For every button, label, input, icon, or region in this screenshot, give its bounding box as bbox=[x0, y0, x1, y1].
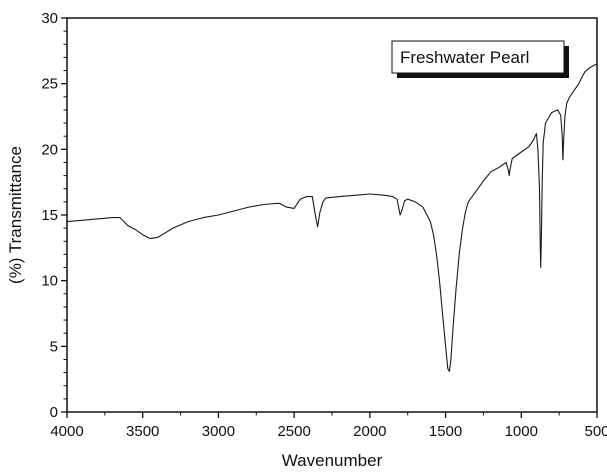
series-line bbox=[66, 63, 598, 372]
y-tick-label: 20 bbox=[41, 141, 58, 158]
y-tick-label: 5 bbox=[50, 338, 58, 355]
x-tick-label: 1500 bbox=[429, 423, 462, 440]
y-tick-label: 10 bbox=[41, 273, 58, 290]
y-tick-label: 0 bbox=[50, 404, 58, 421]
x-tick-label: 4000 bbox=[50, 423, 83, 440]
y-tick-label: 15 bbox=[41, 207, 58, 224]
legend-entry-label: Freshwater Pearl bbox=[400, 48, 529, 67]
x-axis: 4000 3500 3000 2500 2000 1500 1000 500 bbox=[50, 412, 607, 440]
x-axis-title: Wavenumber bbox=[282, 451, 383, 470]
y-axis-title: (%) Transmittance bbox=[6, 146, 25, 284]
x-tick-label: 2500 bbox=[277, 423, 310, 440]
legend: Freshwater Pearl bbox=[391, 40, 569, 78]
x-tick-label: 3500 bbox=[126, 423, 159, 440]
y-axis: 0 5 10 15 20 25 30 bbox=[41, 10, 67, 421]
y-tick-label: 30 bbox=[41, 10, 58, 27]
x-tick-label: 1000 bbox=[505, 423, 538, 440]
x-tick-label: 2000 bbox=[353, 423, 386, 440]
legend-box bbox=[391, 40, 565, 74]
x-tick-label: 3000 bbox=[202, 423, 235, 440]
y-tick-label: 25 bbox=[41, 76, 58, 93]
x-tick-label: 500 bbox=[584, 423, 607, 440]
